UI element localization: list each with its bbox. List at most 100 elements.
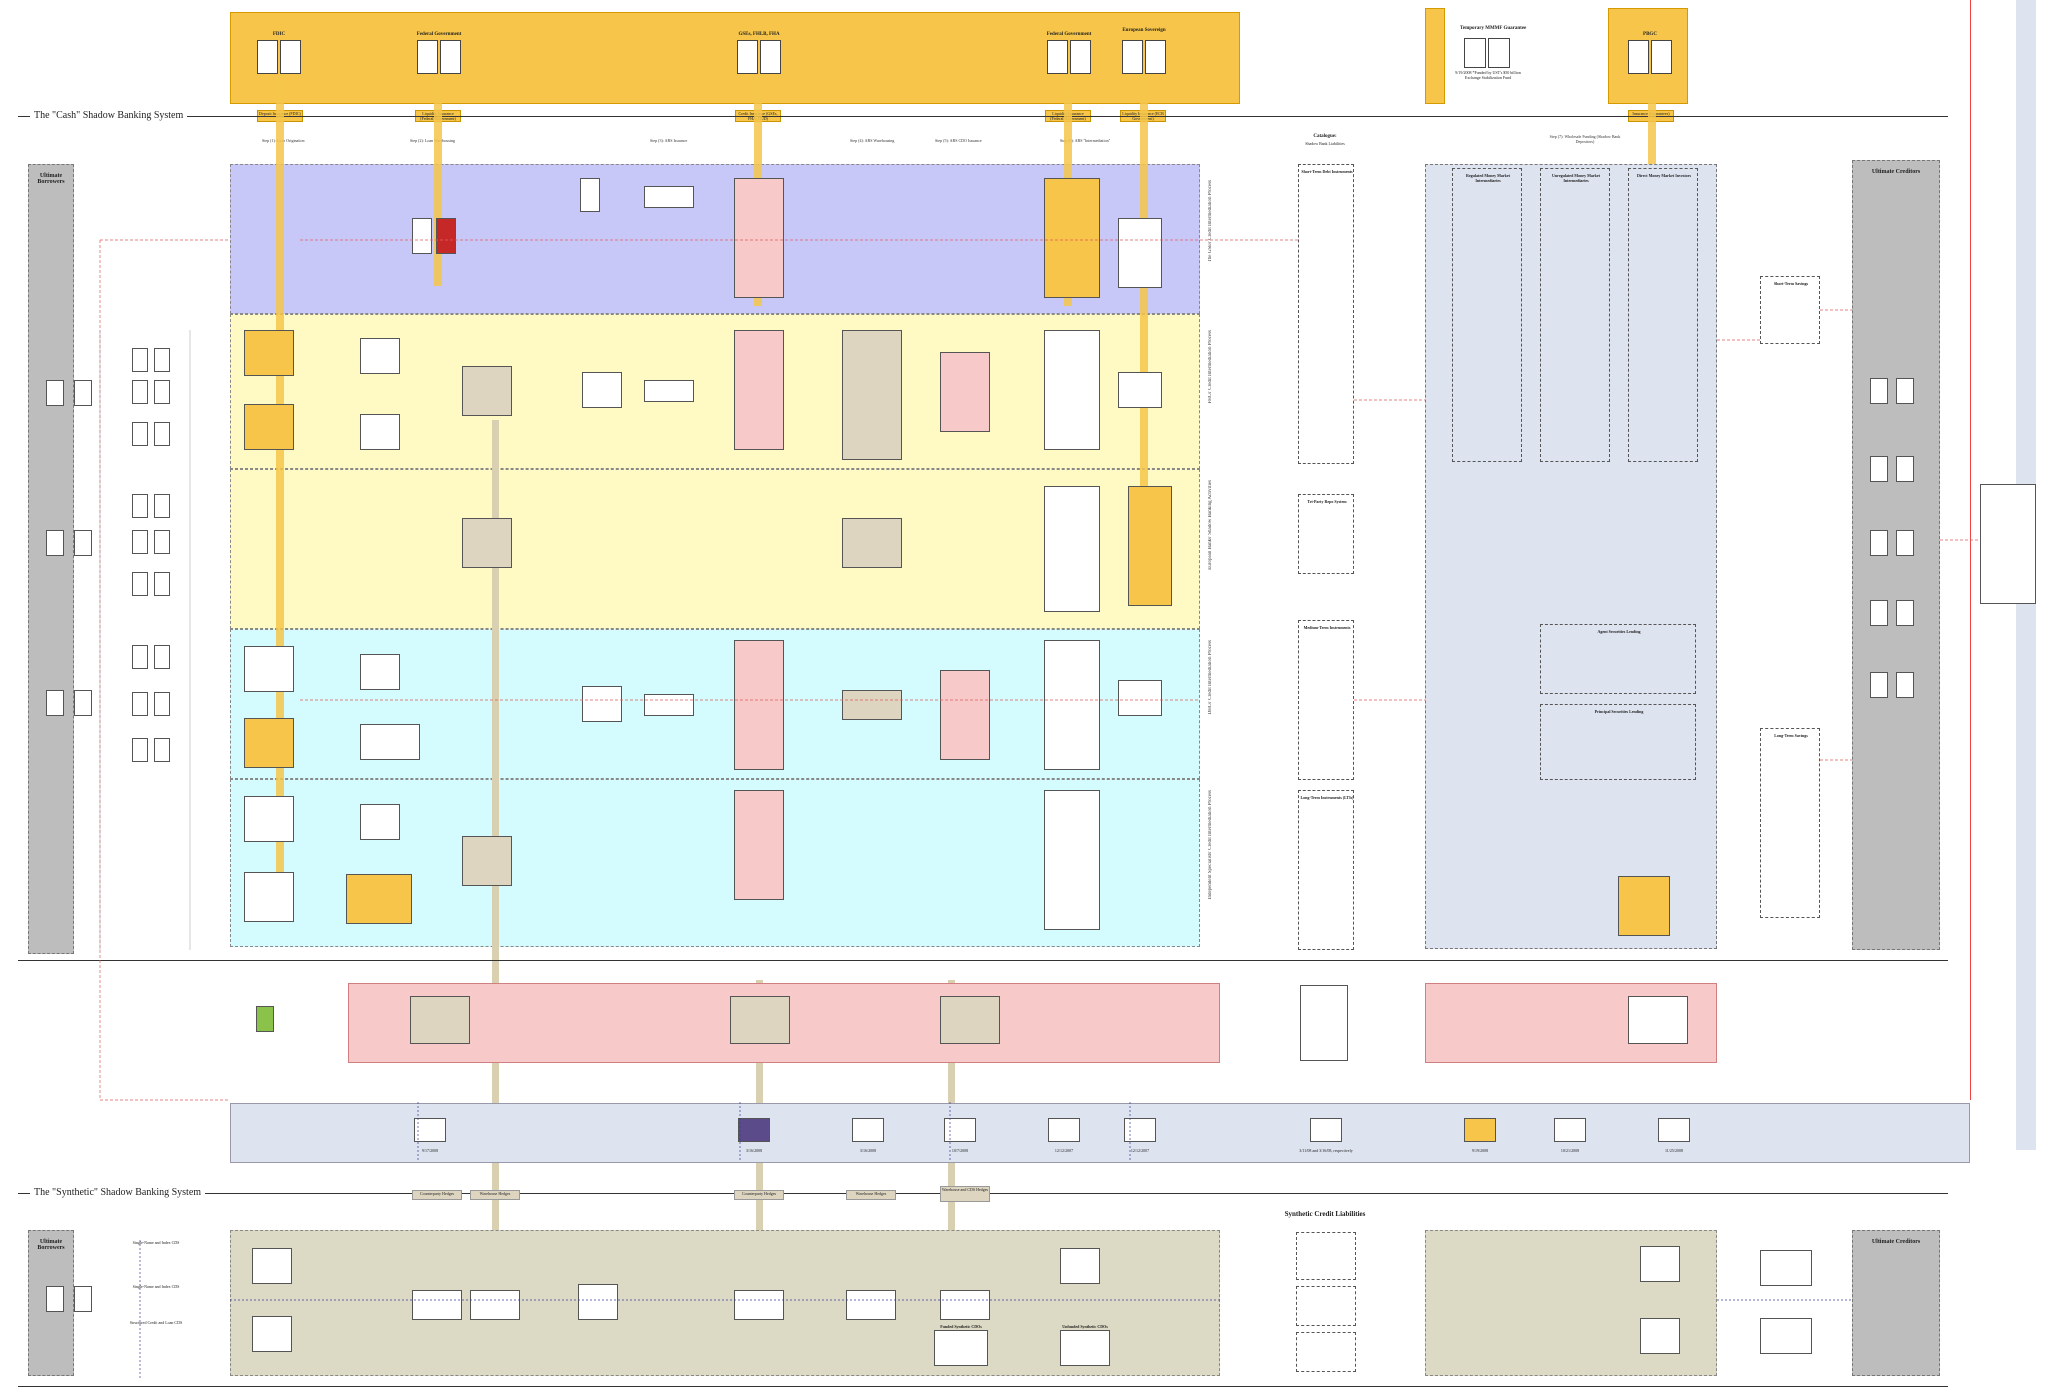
node-monoline-1: [410, 996, 470, 1044]
gse-left-sheet: [737, 40, 758, 74]
band-label-fhc: FHCs' Credit Intermediation Process: [1208, 330, 1213, 404]
pbgc-node-title: PBGC: [1643, 32, 1657, 37]
node-catalogue-equity: [1300, 985, 1348, 1061]
long-term-savings: Long-Term Savings: [1760, 728, 1820, 918]
mmf-agent-lending-label: Agent Securities Lending: [1597, 629, 1641, 634]
temporary-mmmf-node: Temporary MMMF Guarantee 9/19/2008 *Fund…: [1455, 26, 1526, 80]
synthetic-liabilities-title: Synthetic Credit Liabilities: [1284, 1210, 1366, 1218]
mmf-agent-lending: Agent Securities Lending: [1540, 624, 1696, 694]
step-2: Step (2): Loan Warehousing: [410, 138, 456, 143]
mmf-unregulated: Unregulated Money Market Intermediaries: [1540, 168, 1610, 462]
pipe-fdic: [276, 76, 284, 916]
fdic-right-sheet: [280, 40, 301, 74]
originator-6: [154, 422, 170, 446]
mmf-direct: Direct Money Market Investors: [1628, 168, 1698, 462]
fedgov2-left-sheet: [1047, 40, 1068, 74]
node-ind-abs: [1044, 790, 1100, 930]
lolr-date-7: 3/11/08 and 3/16/08, respectively: [1299, 1148, 1353, 1153]
mmf-principal-lending-label: Principal Securities Lending: [1594, 709, 1644, 714]
node-fed-gov-right: [1118, 218, 1162, 288]
mmf-regulated-label: Regulated Money Market Intermediaries: [1466, 173, 1510, 183]
lolr-node-9: [1554, 1118, 1586, 1142]
cash-system-bottom-line: [18, 960, 1948, 961]
step-6: Step (6): ABS "Intermediation": [1060, 138, 1111, 143]
catalogue-long-term: Long-Term Instruments (LTIs): [1298, 790, 1354, 950]
originator-3: [132, 380, 148, 404]
hedge-pill-4: Warehouse Hedges: [846, 1190, 896, 1200]
node-eu-hybrid: [842, 518, 902, 568]
node-mtn-box: [256, 1006, 274, 1032]
node-monoline-2: [730, 996, 790, 1044]
lolr-node-3: [852, 1118, 884, 1142]
lolr-node-10: [1658, 1118, 1690, 1142]
synthetic-unfunded-cdo-2: [1060, 1330, 1110, 1366]
synthetic-band: [230, 1230, 1220, 1376]
node-gse-agency: [436, 218, 456, 254]
node-fhc-loans-2: [244, 404, 294, 450]
synthetic-catalogue-3: [1296, 1332, 1356, 1372]
synthetic-warehouse-2: [846, 1290, 896, 1320]
borrower-bottom-node-1: [46, 1286, 64, 1312]
cash-system-label: The "Cash" Shadow Banking System: [30, 110, 188, 121]
gse-node: GSEs, FHLB, FHA: [735, 32, 783, 76]
fed-box: [1980, 484, 2036, 604]
originator-10: [154, 530, 170, 554]
lolr-date-4: 10/7/2008: [951, 1148, 969, 1153]
synthetic-unfunded-cdo-label: Unfunded Synthetic CDOs: [1062, 1324, 1108, 1329]
pipe-fedgov: [434, 76, 442, 286]
originator-12: [154, 572, 170, 596]
creditor-node-8: [1896, 600, 1914, 626]
creditor-node-4: [1896, 456, 1914, 482]
borrower-node-1: [46, 380, 64, 406]
european-band: [230, 469, 1200, 629]
creditor-node-10: [1896, 672, 1914, 698]
synthetic-cds-3: Structured Credit and Loan CDS: [129, 1320, 183, 1325]
mmf-principal-lending: Principal Securities Lending: [1540, 704, 1696, 780]
band-label-dhc: DHCs' Credit Intermediation Process: [1208, 640, 1213, 715]
federal-government-node-2-title: Federal Government: [1046, 32, 1092, 37]
originator-2: [154, 348, 170, 372]
creditor-node-1: [1870, 378, 1888, 404]
catalogue-subtitle: Shadow Bank Liabilities: [1305, 141, 1345, 146]
european-sovereign-node: European Sovereign: [1120, 28, 1168, 76]
node-ind-loans-1: [244, 796, 294, 842]
creditor-node-7: [1870, 600, 1888, 626]
borrower-bottom-node-2: [74, 1286, 92, 1312]
originator-13: [132, 645, 148, 669]
lolr-date-3: 3/16/2008: [859, 1148, 877, 1153]
federal-government-node-2: Federal Government: [1045, 32, 1093, 76]
fedgov2-right-sheet: [1070, 40, 1091, 74]
borrower-node-2: [74, 380, 92, 406]
synthetic-right-node-2: [1640, 1318, 1680, 1354]
creditor-node-6: [1896, 530, 1914, 556]
catalogue-medium-term: Medium-Term Instruments: [1298, 620, 1354, 780]
eu-right-sheet: [1145, 40, 1166, 74]
lolr-date-2: 3/16/2008: [745, 1148, 763, 1153]
synthetic-cds-2: Single-Name and Index CDS: [132, 1284, 180, 1289]
node-ind-loans-2: [244, 872, 294, 922]
fdic-node: FDIC: [255, 32, 303, 76]
synthetic-bank-node-2: [252, 1316, 292, 1352]
fdic-node-title: FDIC: [272, 32, 286, 37]
ultimate-borrowers-column: Ultimate Borrowers: [28, 164, 74, 954]
lolr-date-6: 12/12/2007: [1130, 1148, 1150, 1153]
mmmf-right-sheet: [1488, 38, 1510, 68]
synthetic-funded-cdo: [934, 1330, 988, 1366]
short-term-savings-label: Short-Term Savings: [1773, 281, 1809, 286]
temporary-mmmf-note: 9/19/2008 *Funded by UST's $50 billion E…: [1455, 70, 1521, 80]
temporary-mmmf-band: [1425, 8, 1445, 104]
lolr-date-8: 9/19/2008: [1471, 1148, 1489, 1153]
synthetic-hedging-1: [1760, 1250, 1812, 1286]
node-fhc-asset-mgr: [1118, 372, 1162, 408]
synthetic-hedging-2: [1760, 1318, 1812, 1354]
originator-11: [132, 572, 148, 596]
synthetic-broker: [578, 1284, 618, 1320]
catalogue-tri-party-label: Tri-Party Repo System: [1307, 499, 1347, 504]
node-fhc-subprime: [734, 330, 784, 450]
originator-4: [154, 380, 170, 404]
node-dhc-abs: [1044, 640, 1100, 770]
borrower-node-3: [46, 530, 64, 556]
lolr-date-1: 9/17/2008: [421, 1148, 439, 1153]
originator-5: [132, 422, 148, 446]
borrower-node-5: [46, 690, 64, 716]
